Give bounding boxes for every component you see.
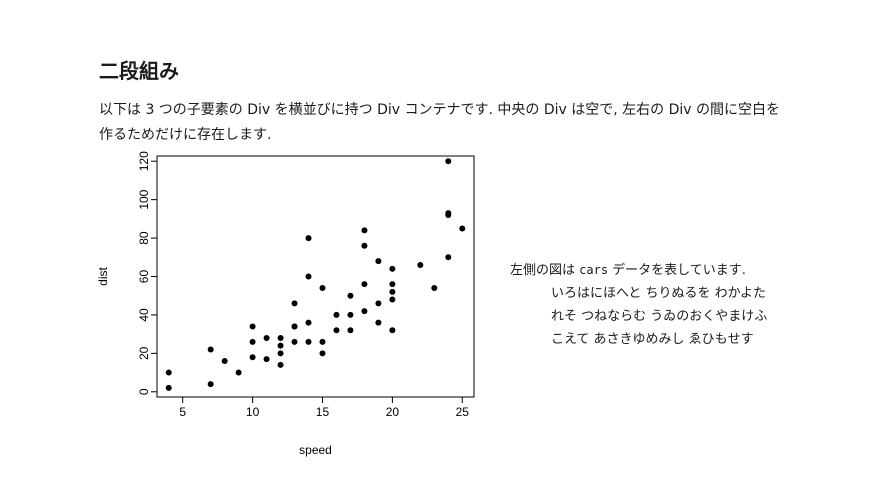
scatter-plot: 5 10 15 20 25 0 20 40 60 80 100 120 speed dist [90, 150, 485, 465]
data-point [207, 346, 214, 353]
data-point [389, 296, 396, 303]
data-point [207, 381, 214, 388]
data-point [459, 225, 466, 232]
data-point [249, 323, 256, 330]
y-tick-label: 100 [137, 189, 151, 209]
data-point [333, 327, 340, 334]
caption-before: 左側の図は [510, 263, 580, 278]
y-axis-label: dist [96, 267, 110, 286]
data-point [445, 158, 452, 165]
data-point [305, 235, 312, 242]
y-tick-label: 60 [137, 270, 151, 284]
data-point [445, 254, 452, 261]
data-point [165, 384, 172, 391]
data-point [305, 273, 312, 280]
poem-line: こえて あさきゆめみし ゑひもせす [551, 332, 754, 347]
data-point [431, 285, 438, 292]
data-point [249, 354, 256, 361]
caption-text: 左側の図は cars データを表しています. [510, 258, 746, 283]
data-point [319, 350, 326, 357]
data-point [291, 300, 298, 307]
y-tick-label: 0 [137, 388, 151, 395]
x-tick-label: 20 [386, 405, 400, 419]
y-tick-label: 40 [137, 308, 151, 322]
poem-lines: いろはにほへと ちりぬるを わかよた れそ つねならむ うゐのおくやまけふ こえ… [551, 282, 767, 351]
data-point [347, 292, 354, 299]
data-point [291, 338, 298, 345]
data-point [291, 323, 298, 330]
data-point [221, 358, 228, 365]
data-point [277, 342, 284, 349]
data-point [361, 227, 368, 234]
data-point [263, 356, 270, 363]
data-point [165, 369, 172, 376]
data-point [333, 311, 340, 318]
y-tick-label: 20 [137, 346, 151, 360]
data-point [319, 285, 326, 292]
data-point [389, 265, 396, 272]
x-tick-label: 10 [246, 405, 260, 419]
data-point [277, 361, 284, 368]
data-point [361, 242, 368, 249]
data-point [319, 338, 326, 345]
data-point [361, 308, 368, 315]
data-point [305, 319, 312, 326]
plot-frame [156, 155, 475, 398]
poem-line: いろはにほへと ちりぬるを わかよた [551, 286, 766, 301]
y-tick-label: 80 [137, 231, 151, 245]
y-tick-label: 120 [137, 151, 151, 171]
poem-line: れそ つねならむ うゐのおくやまけふ [551, 309, 768, 324]
data-point [277, 350, 284, 357]
x-axis-label: speed [299, 443, 332, 457]
data-point [347, 327, 354, 334]
data-point [347, 311, 354, 318]
data-point [375, 319, 382, 326]
x-tick-label: 5 [179, 405, 186, 419]
data-point [445, 210, 452, 217]
data-point [305, 338, 312, 345]
data-point [389, 281, 396, 288]
data-point [249, 338, 256, 345]
data-point [417, 261, 424, 268]
data-point [375, 300, 382, 307]
x-tick-label: 25 [456, 405, 470, 419]
data-point [263, 334, 270, 341]
scatter-plot-svg: 5 10 15 20 25 0 20 40 60 80 100 120 speed dist [96, 151, 475, 457]
x-tick-label: 15 [316, 405, 330, 419]
data-point [361, 281, 368, 288]
intro-paragraph: 以下は 3 つの子要素の Div を横並びに持つ Div コンテナです. 中央の… [99, 102, 781, 143]
caption-dataset-name: cars [579, 263, 609, 277]
data-point [235, 369, 242, 376]
data-point [389, 288, 396, 295]
slide-title: 二段組み [99, 59, 179, 83]
data-point [277, 334, 284, 341]
caption-after: データを表しています. [608, 263, 746, 278]
data-point [389, 327, 396, 334]
data-point [375, 258, 382, 265]
